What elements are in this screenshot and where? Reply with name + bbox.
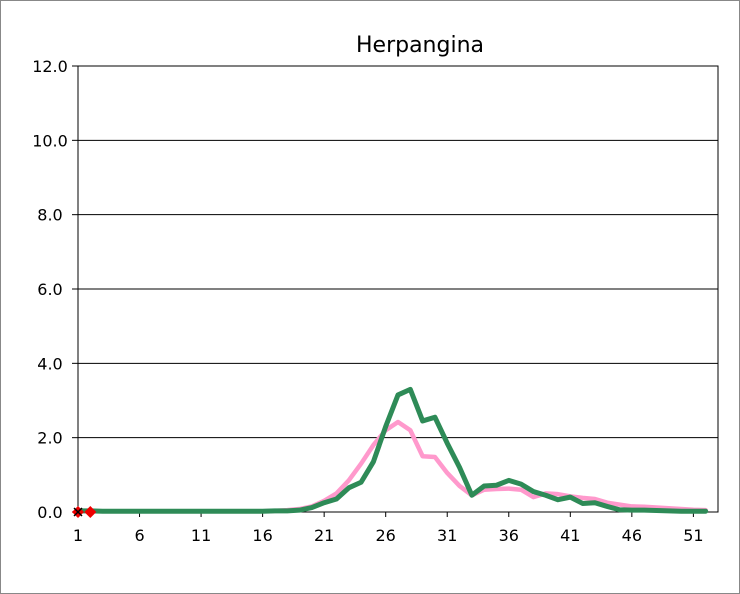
y-tick-label: 8.0 [37, 206, 62, 225]
x-tick-label: 1 [73, 526, 83, 545]
x-tick-label: 31 [437, 526, 457, 545]
x-tick-label: 21 [314, 526, 334, 545]
x-tick-label: 6 [134, 526, 144, 545]
series-point-marker [84, 506, 97, 518]
series-lines [75, 386, 709, 514]
gridlines [78, 139, 718, 439]
series-markers [72, 506, 97, 518]
x-tick-label: 41 [560, 526, 580, 545]
x-tick-label: 46 [622, 526, 642, 545]
x-axis-ticks: 1 6 11 16 21 26 31 36 41 46 51 [73, 512, 704, 545]
y-tick-label: 4.0 [37, 354, 62, 373]
y-tick-label: 10.0 [32, 131, 68, 150]
y-tick-label: 0.0 [37, 503, 62, 522]
x-tick-label: 51 [683, 526, 703, 545]
y-tick-label: 12.0 [32, 57, 68, 76]
chart-title: Herpangina [356, 33, 484, 58]
y-tick-label: 2.0 [37, 429, 62, 448]
x-tick-label: 16 [252, 526, 272, 545]
series-point-cross [73, 507, 83, 517]
y-tick-label: 6.0 [37, 280, 62, 299]
x-tick-label: 36 [499, 526, 519, 545]
series-line-2 [75, 386, 709, 514]
x-tick-label: 11 [191, 526, 211, 545]
y-axis-ticks: 0.0 2.0 4.0 6.0 8.0 10.0 12.0 [32, 57, 78, 522]
x-tick-label: 26 [376, 526, 396, 545]
